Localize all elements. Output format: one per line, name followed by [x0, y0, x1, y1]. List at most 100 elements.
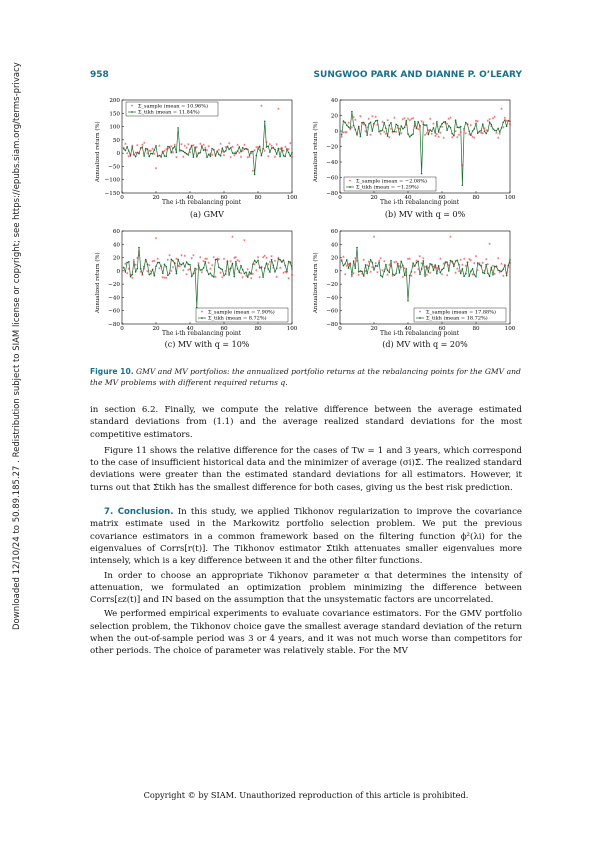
point-sample: *: [385, 132, 388, 138]
point-sample: *: [354, 118, 357, 124]
point-tikh: [415, 127, 418, 130]
point-sample: *: [275, 275, 278, 281]
point-tikh: [482, 123, 484, 125]
point-tikh: [500, 127, 503, 129]
x-tick-label: 20: [152, 326, 160, 332]
point-sample: *: [417, 268, 420, 274]
point-tikh: [368, 265, 370, 267]
point-tikh: [490, 123, 493, 126]
point-sample: *: [204, 147, 207, 153]
point-sample: *: [356, 259, 359, 265]
point-tikh: [417, 120, 419, 123]
point-sample: *: [356, 133, 359, 139]
legend: * Σ_sample (mean = 10.96%)Σ_tikh (mean = …: [125, 101, 219, 117]
point-sample: *: [466, 123, 469, 129]
point-tikh: [364, 264, 367, 266]
point-sample: *: [281, 260, 284, 266]
point-tikh: [419, 124, 421, 127]
point-tikh: [386, 135, 389, 137]
x-tick-label: 80: [254, 326, 262, 332]
point-sample: *: [432, 266, 435, 272]
point-tikh: [145, 147, 147, 150]
x-tick-label: 20: [370, 195, 378, 201]
point-tikh: [344, 121, 346, 124]
point-sample: *: [475, 255, 478, 261]
point-tikh: [284, 155, 286, 158]
point-sample: *: [478, 262, 481, 268]
point-sample: *: [407, 258, 410, 264]
point-sample: *: [165, 277, 168, 283]
point-tikh: [286, 148, 288, 151]
figure-caption: Figure 10. GMV and MV portfolios: the an…: [90, 366, 522, 388]
point-tikh: [235, 260, 237, 263]
point-sample: *: [441, 273, 444, 279]
point-tikh: [155, 265, 157, 267]
point-sample: *: [279, 266, 282, 272]
point-tikh: [373, 268, 375, 271]
legend-marker-sample: *: [131, 104, 134, 110]
point-tikh: [434, 132, 436, 134]
point-tikh: [395, 123, 397, 126]
x-tick-label: 20: [152, 195, 160, 201]
y-tick-label: 100: [109, 125, 120, 131]
point-sample: *: [475, 120, 478, 126]
point-sample: *: [231, 145, 234, 151]
point-sample: *: [456, 136, 459, 142]
point-sample: *: [368, 261, 371, 267]
point-sample: *: [257, 256, 260, 262]
point-sample: *: [129, 153, 132, 159]
point-sample: *: [448, 264, 451, 270]
point-sample: *: [434, 265, 437, 271]
legend-label-sample: Σ_sample (mean = −2.08%): [356, 178, 427, 185]
point-sample: *: [507, 120, 510, 126]
point-tikh: [189, 148, 191, 151]
point-tikh: [199, 269, 201, 271]
point-tikh: [265, 262, 268, 264]
point-tikh: [223, 274, 225, 277]
point-tikh: [209, 272, 212, 275]
point-tikh: [243, 148, 246, 150]
point-sample: *: [146, 152, 149, 158]
point-sample: *: [507, 266, 510, 272]
point-tikh: [138, 152, 140, 155]
point-tikh: [151, 268, 154, 271]
point-tikh: [240, 264, 242, 267]
point-sample: *: [267, 263, 270, 269]
point-sample: *: [380, 257, 383, 263]
point-sample: *: [128, 268, 131, 274]
point-sample: *: [461, 263, 464, 269]
point-tikh: [264, 120, 266, 123]
point-sample: *: [151, 260, 154, 266]
point-sample: *: [466, 261, 469, 267]
point-tikh: [468, 130, 470, 133]
point-tikh: [403, 274, 406, 277]
point-tikh: [470, 270, 472, 273]
point-tikh: [427, 271, 430, 273]
point-sample: *: [439, 132, 442, 138]
x-tick-label: 40: [404, 326, 412, 332]
paragraph-3-text: In this study, we applied Tikhonov regul…: [90, 507, 522, 567]
point-tikh: [281, 261, 283, 263]
point-tikh: [126, 261, 128, 264]
point-tikh: [134, 155, 137, 158]
point-tikh: [286, 270, 288, 272]
point-sample: *: [151, 147, 154, 153]
point-sample: *: [226, 145, 229, 151]
point-sample: *: [264, 255, 267, 261]
point-sample: *: [214, 275, 217, 281]
x-tick-label: 60: [438, 195, 446, 201]
point-sample: *: [359, 115, 362, 121]
point-tikh: [279, 155, 281, 158]
point-sample: *: [173, 261, 176, 267]
point-tikh: [429, 263, 431, 265]
point-sample: *: [495, 131, 498, 137]
point-tikh: [347, 126, 350, 128]
point-sample: *: [470, 259, 473, 265]
point-sample: *: [231, 236, 234, 242]
point-tikh: [241, 269, 244, 271]
point-tikh: [175, 151, 178, 154]
point-tikh: [189, 263, 191, 266]
point-tikh: [150, 272, 152, 275]
point-sample: *: [373, 236, 376, 242]
